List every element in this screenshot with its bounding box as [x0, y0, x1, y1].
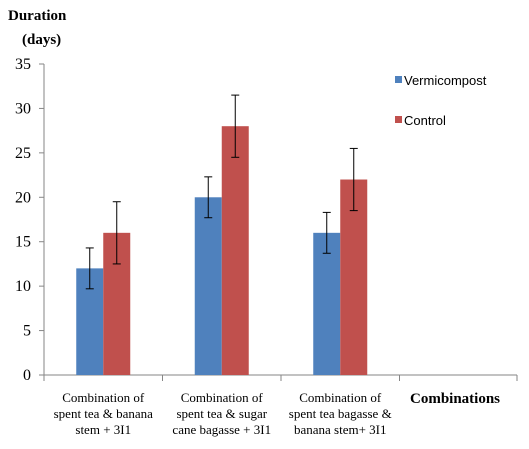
bar-control: [340, 179, 368, 375]
x-axis-title: Combinations: [410, 391, 500, 407]
error-bar: [204, 176, 213, 219]
error-bar: [349, 147, 358, 212]
y-axis-ticks: 0 5 10 15 20 25 30 35: [15, 56, 44, 384]
legend-swatch: [395, 116, 402, 123]
legend-swatch: [395, 76, 402, 83]
legend-item-vermicompost: Vermicompost: [395, 73, 487, 88]
error-bar: [85, 247, 94, 290]
y-axis-title: Duration (days): [8, 8, 67, 48]
error-bar: [231, 94, 240, 158]
y-tick-label: 10: [15, 278, 31, 295]
y-tick-label: 25: [15, 145, 31, 162]
error-bar: [322, 211, 331, 254]
x-category-label: Combination of spent tea bagasse & banana …: [289, 390, 392, 437]
y-axis-title-line-2: (days): [22, 32, 61, 48]
legend: Vermicompost Control: [395, 73, 487, 128]
x-category-label: Combination of spent tea & sugar cane baga…: [172, 390, 271, 437]
y-tick-label: 0: [23, 367, 31, 384]
bars: [76, 126, 368, 375]
y-axis-title-line-1: Duration: [8, 8, 67, 24]
y-tick-label: 30: [15, 100, 31, 117]
y-tick-label: 5: [23, 323, 31, 340]
bar-control: [221, 126, 249, 375]
legend-label: Control: [404, 113, 446, 128]
y-tick-label: 20: [15, 189, 31, 206]
category-labels: Combination of spent tea & banana stem + 3…: [54, 390, 392, 437]
error-bars: [85, 94, 358, 290]
bar-vermicompost: [313, 232, 341, 375]
error-bar: [112, 201, 121, 265]
legend-item-control: Control: [395, 113, 446, 128]
y-tick-label: 35: [15, 56, 31, 73]
x-category-label: Combination of spent tea & banana stem + 3…: [54, 390, 153, 437]
y-tick-label: 15: [15, 234, 31, 251]
legend-label: Vermicompost: [404, 73, 487, 88]
bar-vermicompost: [194, 197, 222, 375]
